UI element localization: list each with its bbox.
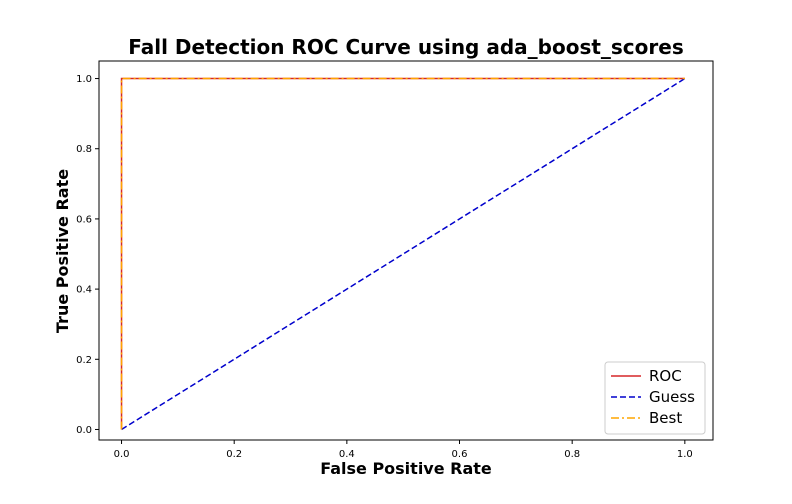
x-tick-label: 0.2 [226,449,242,460]
x-tick-label: 1.0 [677,449,693,460]
y-tick-label: 0.6 [76,214,92,225]
x-axis-label: False Positive Rate [320,459,492,478]
series-line-guess [121,77,686,431]
x-tick-label: 0.8 [564,449,580,460]
legend-label: Guess [649,388,695,406]
series-layer [120,77,686,431]
y-axis-ticks: 0.0 0.2 0.4 0.6 0.8 1.0 [76,74,99,436]
legend-label: Best [649,409,682,427]
series-line-best [120,77,685,430]
y-tick-label: 0.0 [76,425,92,436]
y-tick-label: 0.8 [76,144,92,155]
y-axis-label: True Positive Rate [53,169,72,333]
legend: ROC Guess Best [604,361,706,435]
y-tick-label: 1.0 [76,74,92,85]
y-tick-label: 0.2 [76,355,92,366]
x-tick-label: 0.4 [339,449,355,460]
y-tick-label: 0.4 [76,285,92,296]
legend-box [604,361,706,435]
x-axis-ticks: 0.0 0.2 0.4 0.6 0.8 1.0 [114,440,693,460]
legend-label: ROC [649,367,682,385]
x-tick-label: 0.6 [452,449,468,460]
chart-title: Fall Detection ROC Curve using ada_boost… [128,35,683,59]
x-tick-label: 0.0 [114,449,130,460]
